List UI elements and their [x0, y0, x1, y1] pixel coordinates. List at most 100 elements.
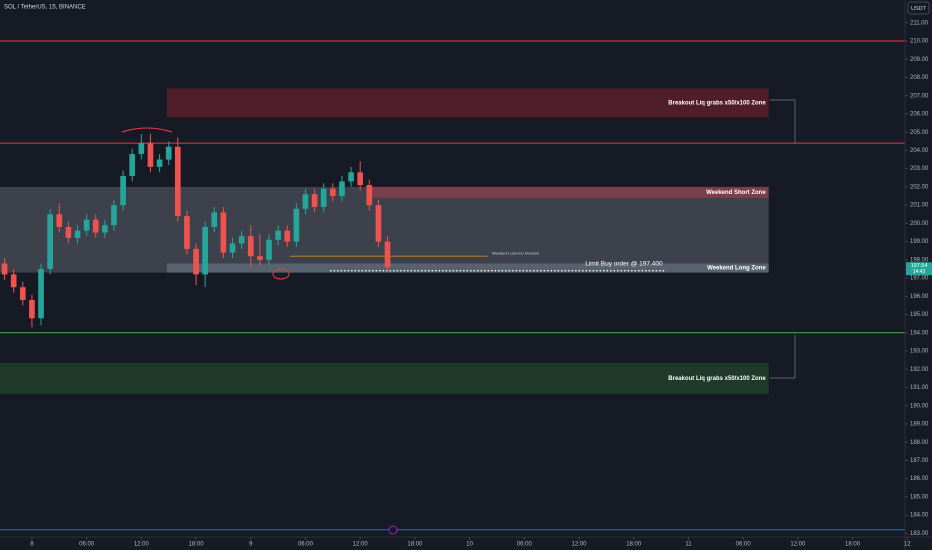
candle-body — [229, 243, 236, 253]
candle-body — [311, 194, 318, 207]
zone — [0, 186, 769, 273]
x-tick-label: 18:00 — [845, 542, 861, 548]
event-marker[interactable] — [388, 525, 398, 535]
x-tick-label: 8 — [30, 542, 34, 548]
y-tick-label: 209.00 — [910, 57, 929, 63]
currency: USDT — [911, 6, 927, 12]
connector — [770, 99, 796, 143]
x-tick-label: 12:00 — [353, 542, 369, 548]
y-tick-label: 183.00 — [910, 531, 929, 537]
y-tick-label: 211.00 — [910, 20, 929, 26]
last-price: 197.54 — [911, 263, 928, 269]
y-tick-label: 194.00 — [910, 330, 929, 336]
candle-body — [329, 188, 336, 197]
y-tick-label: 207.00 — [910, 93, 929, 99]
x-tick-label: 9 — [249, 542, 253, 548]
candle-body — [174, 146, 181, 217]
x-tick-label: 06:00 — [736, 542, 752, 548]
peak-arc — [121, 127, 173, 133]
y-tick-label: 200.00 — [910, 221, 929, 227]
connector — [770, 335, 796, 379]
zone-label: Weekend Long Zone — [707, 266, 766, 272]
candle-body — [102, 225, 108, 233]
candle-body — [47, 214, 53, 269]
y-tick-label: 190.00 — [910, 403, 929, 409]
y-tick-label: 199.00 — [910, 239, 929, 245]
zone-label: Weekend Short Zone — [706, 190, 766, 196]
zone — [166, 88, 769, 118]
y-tick-label: 198.00 — [910, 257, 929, 263]
candle-body — [111, 205, 117, 226]
candle-body — [247, 236, 254, 257]
x-tick-label: 18:00 — [626, 542, 642, 548]
y-tick-label: 206.00 — [910, 112, 929, 118]
zone — [370, 186, 769, 198]
x-tick-label: 12:00 — [134, 542, 150, 548]
candle-body — [257, 256, 263, 260]
candle-body — [357, 172, 364, 186]
y-tick-label: 201.00 — [910, 203, 929, 209]
last-price-tag — [906, 262, 932, 276]
candles — [1, 134, 391, 328]
candle-body — [56, 214, 63, 228]
y-tick-label: 184.00 — [910, 513, 929, 519]
y-tick-label: 193.00 — [910, 349, 929, 355]
candle-body — [384, 241, 391, 268]
candle-body — [375, 205, 382, 242]
candle-body — [220, 212, 227, 253]
candle-body — [83, 219, 90, 231]
candle-body — [165, 146, 172, 160]
candle-body — [366, 185, 373, 206]
candle-body — [156, 159, 163, 167]
candle-body — [302, 194, 309, 209]
y-tick-label: 187.00 — [910, 458, 929, 464]
y-tick-label: 204.00 — [910, 148, 929, 154]
x-tick-label: 06:00 — [298, 542, 314, 548]
y-tick-label: 197.00 — [910, 276, 929, 282]
chart-title: SOL / TetherUS, 15, BINANCE — [4, 5, 86, 11]
candle-body — [74, 230, 81, 238]
x-tick-label: 12:00 — [572, 542, 588, 548]
y-tick-label: 189.00 — [910, 422, 929, 428]
candle-body — [38, 268, 44, 319]
axes: 183.00 184.00 185.00 186.00 187.00 188.00 189.… — [30, 20, 932, 548]
limit-order-label: Limit Buy order @ 197.400 — [585, 260, 663, 267]
y-tick-label: 191.00 — [910, 385, 929, 391]
candle-body — [138, 143, 145, 155]
candle-body — [184, 216, 190, 249]
y-tick-label: 185.00 — [910, 494, 929, 500]
candle-body — [92, 219, 99, 233]
low-ellipse — [272, 268, 290, 280]
y-tick-label: 186.00 — [910, 476, 929, 482]
candle-body — [339, 181, 345, 197]
y-tick-label: 210.00 — [910, 39, 929, 45]
y-tick-label: 195.00 — [910, 312, 929, 318]
x-tick-label: 18:00 — [189, 542, 205, 548]
countdown: 14:43 — [913, 269, 926, 275]
candle-body — [19, 287, 26, 300]
candle-body — [202, 227, 208, 275]
candle-body — [211, 212, 218, 228]
y-tick-label: 196.00 — [910, 294, 929, 300]
x-tick-label: 11 — [685, 542, 692, 548]
zones: Breakout Liq grabs x50/x100 Zone Weekend … — [0, 88, 769, 394]
candle-body — [266, 239, 272, 260]
y-tick-label: 188.00 — [910, 440, 929, 446]
zone-label: Breakout Liq grabs x50/x100 Zone — [668, 376, 766, 382]
y-tick-label: 203.00 — [910, 166, 929, 172]
candle-body — [320, 188, 327, 207]
x-tick-label: 10 — [466, 542, 473, 548]
candle-body — [10, 274, 17, 288]
candle-body — [147, 143, 154, 167]
x-tick-label: 06:00 — [79, 542, 95, 548]
zone-label: Breakout Liq grabs x50/x100 Zone — [668, 101, 766, 107]
candle-body — [29, 299, 35, 319]
x-tick-label: 12:00 — [790, 542, 806, 548]
candle-body — [293, 208, 300, 242]
currency-box[interactable] — [907, 1, 930, 15]
x-tick-label: 06:00 — [517, 542, 533, 548]
candle-body — [275, 230, 281, 240]
